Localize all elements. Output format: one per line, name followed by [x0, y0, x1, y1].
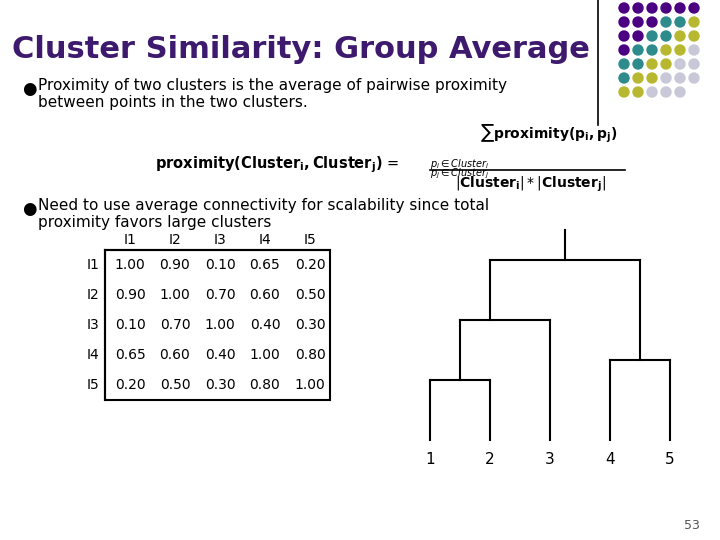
- Circle shape: [633, 3, 643, 13]
- Text: I1: I1: [86, 258, 99, 272]
- Circle shape: [647, 31, 657, 41]
- Circle shape: [647, 59, 657, 69]
- Text: 1.00: 1.00: [250, 348, 280, 362]
- Text: 0.40: 0.40: [204, 348, 235, 362]
- Circle shape: [689, 31, 699, 41]
- Text: I2: I2: [86, 288, 99, 302]
- Text: ●: ●: [22, 80, 37, 98]
- Text: I5: I5: [86, 378, 99, 392]
- Text: 0.80: 0.80: [294, 348, 325, 362]
- Text: $p_i \in Cluster_i$: $p_i \in Cluster_i$: [430, 157, 489, 171]
- Text: 0.90: 0.90: [114, 288, 145, 302]
- Text: 1.00: 1.00: [204, 318, 235, 332]
- Circle shape: [689, 17, 699, 27]
- Text: I4: I4: [86, 348, 99, 362]
- Text: 3: 3: [545, 452, 555, 467]
- Text: 1.00: 1.00: [114, 258, 145, 272]
- Text: 1.00: 1.00: [160, 288, 190, 302]
- Circle shape: [619, 87, 629, 97]
- Circle shape: [661, 59, 671, 69]
- Text: $p_j \in Cluster_j$: $p_j \in Cluster_j$: [430, 167, 489, 181]
- Text: 0.20: 0.20: [294, 258, 325, 272]
- Circle shape: [647, 73, 657, 83]
- Circle shape: [619, 45, 629, 55]
- Text: I4: I4: [258, 233, 271, 247]
- Text: 53: 53: [684, 519, 700, 532]
- Circle shape: [675, 31, 685, 41]
- Text: I2: I2: [168, 233, 181, 247]
- Circle shape: [633, 87, 643, 97]
- Circle shape: [661, 17, 671, 27]
- Text: I5: I5: [304, 233, 316, 247]
- Circle shape: [689, 73, 699, 83]
- Text: Cluster Similarity: Group Average: Cluster Similarity: Group Average: [12, 35, 590, 64]
- Text: 0.30: 0.30: [204, 378, 235, 392]
- Text: 0.70: 0.70: [160, 318, 190, 332]
- Text: $|\mathbf{Cluster_i}| * |\mathbf{Cluster_j}|$: $|\mathbf{Cluster_i}| * |\mathbf{Cluster…: [455, 175, 606, 194]
- Circle shape: [633, 31, 643, 41]
- Circle shape: [675, 17, 685, 27]
- Circle shape: [661, 3, 671, 13]
- Circle shape: [661, 45, 671, 55]
- Text: Proximity of two clusters is the average of pairwise proximity
between points in: Proximity of two clusters is the average…: [38, 78, 507, 110]
- Circle shape: [689, 45, 699, 55]
- Text: 0.50: 0.50: [160, 378, 190, 392]
- Text: ●: ●: [22, 200, 37, 218]
- Text: Need to use average connectivity for scalability since total
proximity favors la: Need to use average connectivity for sca…: [38, 198, 489, 231]
- Text: 0.10: 0.10: [204, 258, 235, 272]
- Text: $\sum\mathbf{proximity(p_i, p_j)}$: $\sum\mathbf{proximity(p_i, p_j)}$: [480, 123, 617, 145]
- Text: 0.40: 0.40: [250, 318, 280, 332]
- Circle shape: [633, 59, 643, 69]
- Text: 0.80: 0.80: [250, 378, 280, 392]
- Circle shape: [633, 45, 643, 55]
- Text: 0.10: 0.10: [114, 318, 145, 332]
- Text: I3: I3: [86, 318, 99, 332]
- Circle shape: [647, 3, 657, 13]
- Circle shape: [661, 73, 671, 83]
- Circle shape: [675, 73, 685, 83]
- Text: 0.90: 0.90: [160, 258, 190, 272]
- Circle shape: [675, 3, 685, 13]
- Text: 0.30: 0.30: [294, 318, 325, 332]
- Text: $\mathbf{proximity(Cluster_i, Cluster_j)}$ =: $\mathbf{proximity(Cluster_i, Cluster_j)…: [155, 154, 399, 176]
- Circle shape: [661, 87, 671, 97]
- Text: 0.60: 0.60: [250, 288, 280, 302]
- Circle shape: [675, 45, 685, 55]
- Circle shape: [619, 73, 629, 83]
- Circle shape: [661, 31, 671, 41]
- Circle shape: [689, 3, 699, 13]
- Text: 0.65: 0.65: [114, 348, 145, 362]
- Text: 0.65: 0.65: [250, 258, 280, 272]
- Text: 5: 5: [665, 452, 675, 467]
- Text: I1: I1: [124, 233, 136, 247]
- Circle shape: [619, 59, 629, 69]
- Circle shape: [619, 31, 629, 41]
- Circle shape: [633, 17, 643, 27]
- Circle shape: [647, 45, 657, 55]
- Text: 1.00: 1.00: [294, 378, 325, 392]
- Text: 1: 1: [426, 452, 435, 467]
- Circle shape: [633, 73, 643, 83]
- Text: I3: I3: [214, 233, 226, 247]
- Circle shape: [675, 87, 685, 97]
- Text: 2: 2: [485, 452, 495, 467]
- Text: 0.70: 0.70: [204, 288, 235, 302]
- Circle shape: [647, 87, 657, 97]
- Circle shape: [619, 3, 629, 13]
- Text: 0.20: 0.20: [114, 378, 145, 392]
- Circle shape: [647, 17, 657, 27]
- Circle shape: [689, 59, 699, 69]
- Text: 0.50: 0.50: [294, 288, 325, 302]
- Circle shape: [675, 59, 685, 69]
- Text: 4: 4: [606, 452, 615, 467]
- Circle shape: [619, 17, 629, 27]
- Text: 0.60: 0.60: [160, 348, 190, 362]
